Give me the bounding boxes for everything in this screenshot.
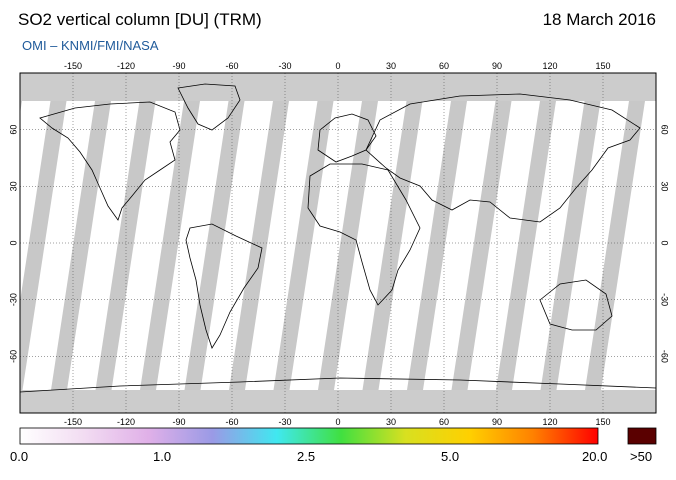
lon-tick-label-top: 60 [439, 61, 449, 71]
swath-gap [273, 101, 334, 390]
coast-south-america [185, 223, 263, 349]
swath-gap [20, 101, 67, 390]
lat-tick-label-right: 30 [660, 181, 670, 191]
swath-gap [318, 101, 378, 390]
swath-gap [184, 101, 245, 390]
lat-tick-label-left: 60 [8, 125, 18, 135]
lat-tick-label-right: 60 [660, 125, 670, 135]
colorbar-label-0: 0.0 [10, 449, 29, 464]
map-date: 18 March 2016 [542, 10, 656, 29]
lat-tick-label-left: -30 [8, 293, 18, 306]
lon-tick-label-bottom: 30 [386, 417, 396, 427]
swath-gap [496, 101, 556, 390]
swath-gap [407, 101, 467, 390]
swath-gap [229, 101, 289, 390]
colorbar-label-4: 20.0 [582, 449, 608, 464]
lon-tick-label-top: -60 [225, 61, 238, 71]
coast-africa [307, 163, 421, 306]
lat-tick-label-left: 30 [8, 181, 18, 191]
lon-tick-label-top: 30 [386, 61, 396, 71]
map-frame [19, 72, 657, 414]
lat-tick-label-right: -30 [660, 293, 670, 306]
orbit-gap-swaths [20, 101, 645, 390]
lon-tick-label-bottom: 150 [595, 417, 610, 427]
lon-tick-label-bottom: 0 [335, 417, 340, 427]
swath-gap [540, 101, 601, 390]
lon-tick-label-bottom: 90 [492, 417, 502, 427]
swath-gap [51, 101, 111, 390]
longitude-ticks-bottom: -150 -120 -90 -60 -30 0 30 60 90 120 150 [64, 417, 611, 427]
lon-tick-label-top: 150 [595, 61, 610, 71]
south-polar-nodata [20, 390, 656, 413]
lon-tick-label-bottom: -60 [225, 417, 238, 427]
lon-tick-label-top: -150 [64, 61, 82, 71]
data-credit: OMI – KNMI/FMI/NASA [22, 38, 159, 53]
swath-gap [362, 101, 423, 390]
colorbar-label-2: 2.5 [297, 449, 316, 464]
coast-greenland [177, 83, 241, 131]
coast-europe [317, 113, 377, 163]
map-title: SO2 vertical column [DU] (TRM) [18, 10, 262, 29]
swath-gap [451, 101, 512, 390]
lon-tick-label-top: -30 [278, 61, 291, 71]
longitude-ticks-top: -150 -120 -90 -60 -30 0 30 60 90 120 150 [64, 61, 611, 71]
lat-tick-label-left: -60 [8, 350, 18, 363]
graticule [20, 73, 656, 413]
lat-tick-label-right: 0 [660, 240, 670, 245]
lon-tick-label-top: 120 [542, 61, 557, 71]
coast-antarctica [20, 377, 656, 393]
lon-tick-label-top: -120 [117, 61, 135, 71]
lat-tick-label-left: 0 [8, 240, 18, 245]
lon-tick-label-top: 0 [335, 61, 340, 71]
coast-north-america [39, 101, 181, 221]
swath-gap [585, 101, 645, 390]
swath-gap [95, 101, 156, 390]
coast-asia [365, 93, 641, 223]
colorbar-overflow [627, 427, 657, 445]
lon-tick-label-bottom: 60 [439, 417, 449, 427]
coast-australia [539, 279, 613, 331]
lat-tick-label-right: -60 [660, 350, 670, 363]
north-polar-nodata [20, 73, 656, 101]
lon-tick-label-bottom: -30 [278, 417, 291, 427]
lon-tick-label-top: 90 [492, 61, 502, 71]
colorbar-label-1: 1.0 [153, 449, 172, 464]
lon-tick-label-bottom: 120 [542, 417, 557, 427]
colorbar-label-3: 5.0 [441, 449, 460, 464]
lon-tick-label-top: -90 [172, 61, 185, 71]
latitude-ticks-right: 60 30 0 -30 -60 [660, 125, 670, 363]
lon-tick-label-bottom: -150 [64, 417, 82, 427]
swath-gap [140, 101, 200, 390]
colorbar-label-5: >50 [630, 449, 653, 464]
colorbar [19, 427, 599, 445]
lon-tick-label-bottom: -90 [172, 417, 185, 427]
latitude-ticks-left: 60 30 0 -30 -60 [8, 125, 18, 363]
coastlines [20, 83, 656, 393]
lon-tick-label-bottom: -120 [117, 417, 135, 427]
